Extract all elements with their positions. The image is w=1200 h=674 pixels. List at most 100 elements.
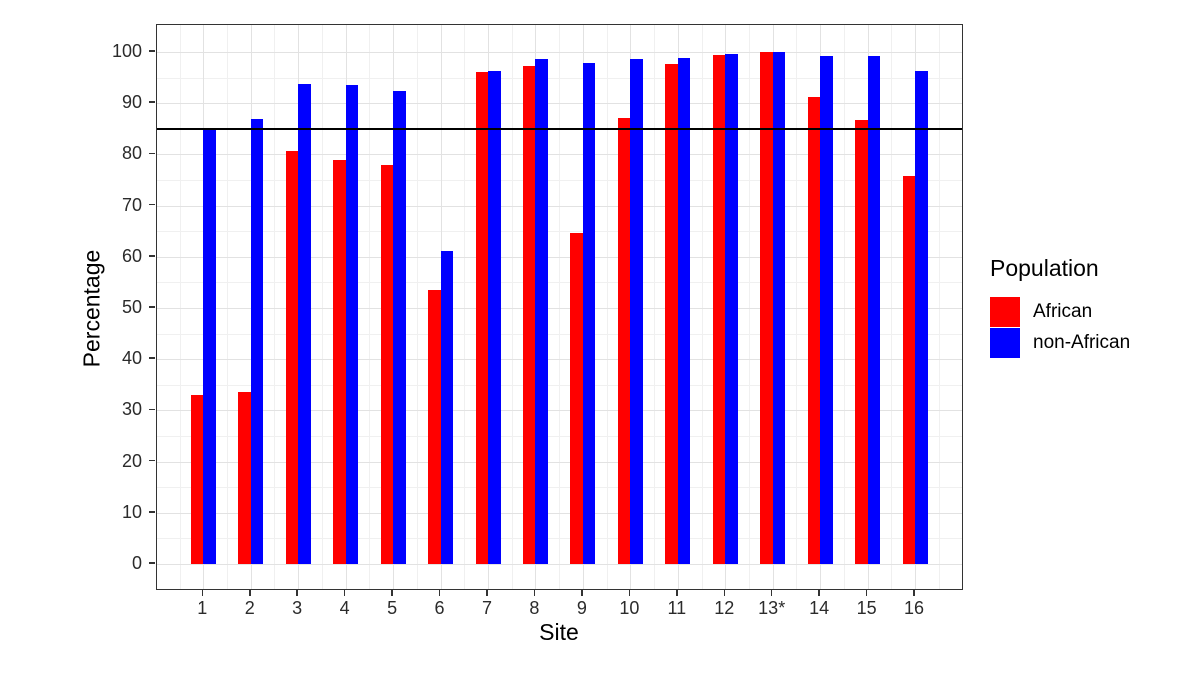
bar-nonafrican-site-7 xyxy=(488,71,501,564)
gridline-major-h xyxy=(157,461,962,463)
bar-african-site-2 xyxy=(238,392,251,564)
x-tick xyxy=(486,590,488,596)
bar-african-site-8 xyxy=(522,66,536,564)
x-tick-label: 14 xyxy=(809,598,830,618)
x-tick-label: 7 xyxy=(481,598,492,618)
plot-panel xyxy=(156,24,963,590)
bar-nonafrican-site-12 xyxy=(725,53,738,564)
legend-title: Population xyxy=(990,255,1099,281)
bar-african-site-6 xyxy=(428,290,441,564)
bar-nonafrican-site-15 xyxy=(867,56,881,564)
bar-african-site-10 xyxy=(617,117,631,564)
x-tick-label: 6 xyxy=(434,598,445,618)
x-tick-label: 11 xyxy=(667,598,687,618)
x-tick xyxy=(533,590,536,596)
x-tick-label: 15 xyxy=(856,598,877,618)
bar-african-site-9 xyxy=(570,232,583,564)
bar-nonafrican-site-16 xyxy=(915,70,928,564)
bar-african-site-1 xyxy=(190,395,204,564)
x-tick-label: 5 xyxy=(387,598,398,618)
bar-african-site-4 xyxy=(333,159,346,564)
gridline-minor-v xyxy=(843,25,845,589)
x-tick xyxy=(913,590,915,596)
bar-nonafrican-site-8 xyxy=(535,59,548,564)
bar-nonafrican-site-14 xyxy=(820,55,833,564)
bar-african-site-16 xyxy=(902,175,916,564)
x-tick xyxy=(438,590,441,596)
y-tick xyxy=(149,459,155,462)
y-tick xyxy=(149,562,155,564)
y-tick-label: 90 xyxy=(121,92,142,113)
bar-african-site-7 xyxy=(475,72,488,564)
x-tick xyxy=(770,590,773,596)
y-tick xyxy=(149,255,155,257)
gridline-major-h xyxy=(157,103,962,105)
legend-item-nonafrican: non-African xyxy=(988,327,1188,358)
gridline-major-h xyxy=(157,359,962,361)
x-tick xyxy=(865,590,868,596)
x-tick-label: 13* xyxy=(758,598,786,618)
y-tick xyxy=(149,152,155,155)
bar-nonafrican-site-2 xyxy=(250,119,264,564)
y-tick-label: 80 xyxy=(121,143,142,164)
bar-nonafrican-site-13* xyxy=(772,52,786,564)
x-tick-label: 4 xyxy=(339,598,350,618)
bar-african-site-14 xyxy=(807,97,821,564)
x-tick-label: 10 xyxy=(619,598,640,618)
x-tick xyxy=(201,590,204,596)
x-tick xyxy=(723,590,725,596)
legend-label-nonafrican: non-African xyxy=(1033,331,1131,353)
gridline-minor-v xyxy=(369,25,371,589)
reference-line-85 xyxy=(157,127,962,130)
legend: Population African non-African xyxy=(988,255,1188,358)
bar-nonafrican-site-3 xyxy=(298,84,311,564)
y-tick-label: 0 xyxy=(131,553,142,573)
gridline-minor-v xyxy=(748,25,750,589)
x-tick xyxy=(628,590,631,596)
y-tick-label: 30 xyxy=(121,399,142,420)
y-tick xyxy=(149,101,155,103)
bar-african-site-3 xyxy=(285,150,299,564)
bar-nonafrican-site-5 xyxy=(393,91,406,564)
y-tick xyxy=(149,306,155,308)
y-tick xyxy=(149,408,155,411)
gridline-minor-v xyxy=(796,25,798,589)
bar-african-site-13* xyxy=(760,52,773,564)
bar-nonafrican-site-9 xyxy=(582,63,596,564)
y-tick xyxy=(149,511,155,513)
gridline-major-h xyxy=(157,564,962,565)
bar-nonafrican-site-4 xyxy=(345,84,359,564)
gridline-major-h xyxy=(157,410,962,412)
bar-nonafrican-site-11 xyxy=(677,57,691,564)
x-tick-label: 16 xyxy=(904,598,925,618)
y-tick-label: 70 xyxy=(121,194,142,215)
gridline-major-h xyxy=(157,512,962,514)
gridline-minor-v xyxy=(559,25,561,589)
bar-african-site-11 xyxy=(665,64,678,564)
x-tick xyxy=(343,590,346,596)
x-tick-label: 1 xyxy=(197,598,208,618)
gridline-minor-v xyxy=(464,25,466,589)
x-tick xyxy=(676,590,678,596)
gridline-minor-v xyxy=(416,25,418,589)
legend-swatch-nonafrican-icon xyxy=(990,327,1020,358)
gridline-major-h xyxy=(157,308,962,309)
x-tick-label: 2 xyxy=(244,598,255,618)
y-tick-label: 20 xyxy=(121,450,142,471)
y-tick-label: 50 xyxy=(121,297,142,317)
gridline-major-h xyxy=(157,205,962,207)
x-tick-label: 12 xyxy=(714,598,735,618)
y-tick-label: 60 xyxy=(121,245,142,266)
x-tick xyxy=(818,590,820,596)
y-tick xyxy=(149,203,155,206)
bar-african-site-5 xyxy=(380,165,394,564)
y-tick-label: 100 xyxy=(111,41,142,61)
y-tick-label: 40 xyxy=(121,348,142,369)
gridline-minor-v xyxy=(274,25,276,589)
bar-nonafrican-site-6 xyxy=(440,251,454,564)
x-tick xyxy=(249,590,251,596)
x-tick-label: 3 xyxy=(292,598,303,618)
legend-item-african: African xyxy=(988,296,1188,327)
gridline-minor-v xyxy=(179,25,181,589)
